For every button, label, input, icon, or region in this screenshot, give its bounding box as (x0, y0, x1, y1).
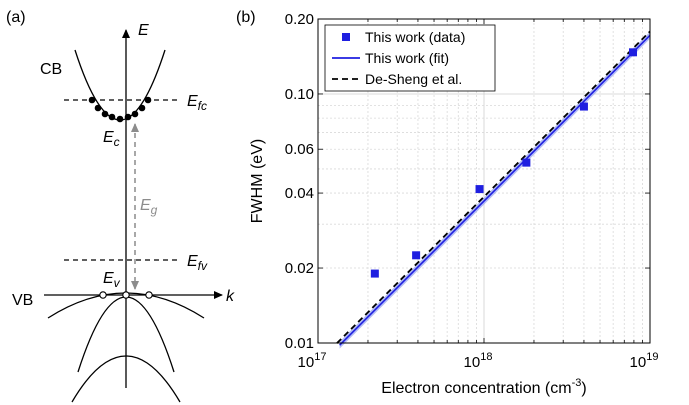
split-off-band (71, 355, 181, 403)
y-axis-label: FWHM (eV) (249, 139, 266, 223)
vb-label: VB (12, 292, 33, 309)
hole-dot (99, 291, 107, 299)
legend-label: De-Sheng et al. (365, 71, 462, 87)
electron-dot (131, 110, 139, 118)
data-point (370, 269, 379, 278)
legend-label: This work (fit) (365, 50, 449, 66)
fit-line (339, 34, 651, 346)
x-axis-label: Electron concentration (cm-3) (381, 377, 586, 397)
efv-label: Efv (187, 253, 208, 273)
electron-dot (94, 104, 102, 112)
cb-label: CB (40, 61, 62, 78)
y-tick-label: 0.20 (285, 11, 314, 28)
efc-label: Efc (187, 93, 207, 113)
data-point (412, 251, 421, 260)
conduction-band-curve (74, 49, 166, 121)
electron-dot (124, 113, 132, 121)
panel-b-label: (b) (236, 9, 256, 26)
fwhm-chart: (b) 1017 1018 1019 0.01 0.02 0.04 0.06 0.10 0.20… (236, 9, 658, 397)
eg-label: Eg (140, 197, 158, 217)
data-point (475, 185, 484, 194)
y-tick-label: 0.06 (285, 141, 314, 158)
legend-marker (342, 33, 350, 41)
y-tick-label: 0.04 (285, 185, 314, 202)
electron-dot (138, 104, 146, 112)
k-axis-label: k (226, 288, 235, 305)
panel-a-label: (a) (6, 9, 26, 26)
series-lines (336, 30, 651, 346)
band-diagram: (a) E k CB Efc Ec (6, 9, 235, 403)
data-point (522, 158, 531, 167)
data-point (629, 48, 638, 57)
legend: This work (data) This work (fit) De-Sheng … (324, 24, 496, 92)
data-markers (370, 48, 638, 278)
y-tick-label: 0.10 (285, 86, 314, 103)
data-point (579, 102, 588, 111)
electron-dot (108, 113, 116, 121)
y-tick-label: 0.02 (285, 260, 314, 277)
legend-label: This work (data) (365, 29, 465, 45)
x-tick-label: 1019 (630, 351, 659, 371)
de-sheng-line (336, 30, 651, 344)
hole-dot (122, 291, 130, 299)
electron-dot (101, 110, 109, 118)
energy-axis-label: E (138, 22, 149, 39)
electron-dot (116, 115, 124, 123)
hole-dot (145, 291, 153, 299)
ec-label: Ec (103, 129, 120, 149)
electron-dot (88, 96, 96, 104)
axis-ticks: 1017 1018 1019 0.01 0.02 0.04 0.06 0.10 0.20 (285, 11, 659, 371)
x-tick-label: 1017 (298, 351, 327, 371)
electron-dots (88, 96, 152, 123)
y-tick-label: 0.01 (285, 335, 314, 352)
x-tick-label: 1018 (464, 351, 493, 371)
electron-dot (144, 96, 152, 104)
ev-label: Ev (103, 270, 121, 290)
